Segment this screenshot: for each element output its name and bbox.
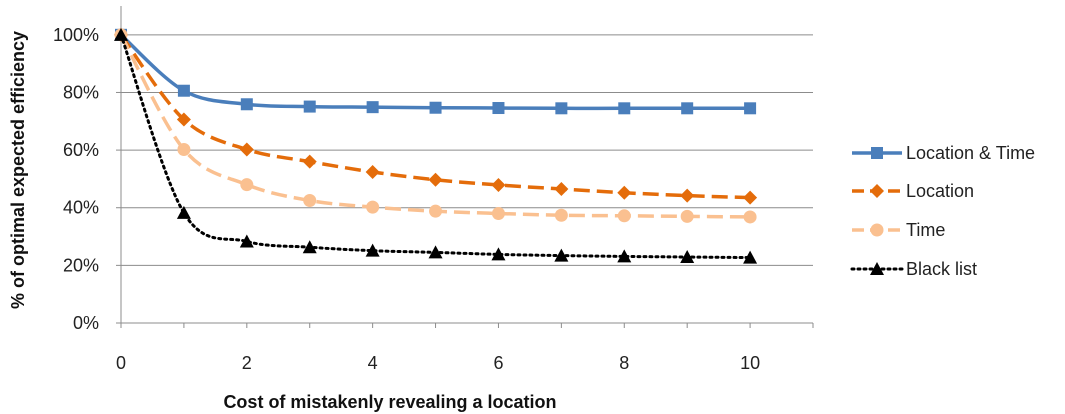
legend-marker (871, 147, 883, 159)
series-group (114, 27, 758, 264)
data-point (302, 154, 317, 169)
series-black-list (114, 27, 758, 264)
legend-entry: Time (852, 220, 945, 240)
data-point (302, 240, 317, 254)
data-point (365, 164, 380, 179)
data-point (618, 102, 631, 115)
data-point (617, 185, 632, 200)
legend: Location & Time Location Time Black list (850, 143, 1035, 279)
data-point (743, 210, 757, 224)
data-point (240, 98, 253, 111)
data-point (239, 142, 254, 157)
y-tick-label: 60% (63, 140, 99, 160)
data-point (428, 245, 443, 259)
series-location (114, 27, 758, 205)
y-axis-title: % of optimal expected efficiency (8, 31, 28, 309)
data-point (744, 102, 757, 115)
data-point (617, 209, 631, 223)
data-point (428, 172, 443, 187)
legend-marker (870, 184, 884, 198)
x-tick-label: 6 (493, 353, 503, 373)
data-point (680, 209, 694, 223)
data-point (554, 248, 569, 262)
y-tick-label: 80% (63, 82, 99, 102)
axes (116, 6, 814, 328)
data-point (365, 243, 380, 257)
data-point (743, 250, 758, 264)
legend-marker (870, 262, 884, 275)
legend-label: Location (906, 181, 974, 201)
series-line (119, 33, 751, 219)
series-line (119, 33, 752, 260)
x-axis-title: Cost of mistakenly revealing a location (223, 392, 556, 412)
series-location-time (115, 28, 757, 115)
data-point (239, 234, 254, 248)
y-tick-label: 40% (63, 198, 99, 218)
gridlines (121, 34, 813, 266)
data-point (617, 249, 632, 263)
legend-label: Black list (906, 259, 977, 279)
legend-entry: Black list (850, 259, 977, 279)
legend-marker (870, 223, 884, 237)
data-point (680, 250, 695, 264)
data-point (114, 27, 128, 41)
series-line (119, 33, 751, 111)
data-point (491, 247, 506, 261)
data-point (492, 102, 505, 115)
x-tick-label: 2 (242, 353, 252, 373)
data-point (554, 181, 569, 196)
data-point (491, 177, 506, 192)
data-point (743, 190, 758, 205)
data-point (681, 102, 694, 115)
x-tick-label: 4 (368, 353, 378, 373)
data-point (491, 206, 505, 220)
data-point (366, 101, 379, 114)
data-point (366, 200, 380, 214)
x-tick-label: 0 (116, 353, 126, 373)
data-point (240, 178, 254, 192)
data-point (303, 100, 316, 113)
data-point (177, 84, 190, 97)
data-point (555, 102, 568, 115)
data-point (429, 101, 442, 114)
legend-label: Time (906, 220, 945, 240)
series-line (119, 33, 751, 200)
data-point (177, 143, 191, 157)
legend-label: Location & Time (906, 143, 1035, 163)
y-tick-label: 0% (73, 313, 99, 333)
data-point (176, 205, 191, 219)
data-point (554, 208, 568, 222)
y-tick-label: 20% (63, 255, 99, 275)
tick-labels: 0% 20% 40% 60% 80% 100% 0 2 4 6 8 10 (53, 25, 760, 373)
x-tick-label: 8 (619, 353, 629, 373)
data-point (680, 188, 695, 203)
legend-entry: Location & Time (852, 143, 1035, 163)
x-tick-label: 10 (740, 353, 760, 373)
data-point (303, 194, 317, 208)
legend-entry: Location (852, 181, 974, 201)
data-point (176, 112, 191, 127)
data-point (429, 204, 443, 218)
y-tick-label: 100% (53, 25, 99, 45)
series-time (114, 28, 757, 224)
